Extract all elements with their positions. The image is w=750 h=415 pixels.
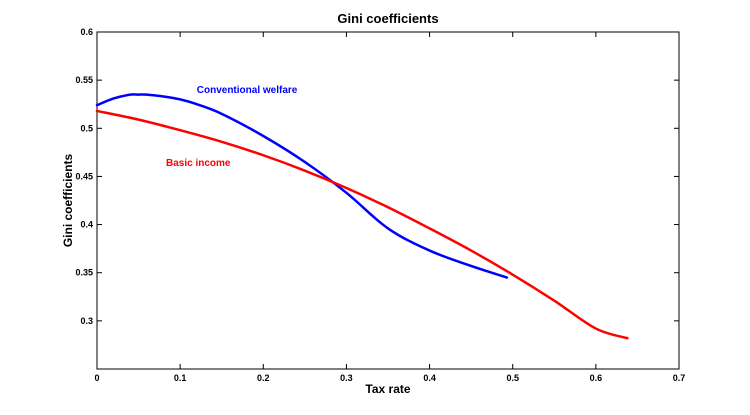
- x-tick-label: 0.5: [506, 373, 519, 383]
- x-tick-label: 0.2: [257, 373, 270, 383]
- series-label-conventional-welfare: Conventional welfare: [197, 85, 298, 96]
- y-tick-label: 0.35: [75, 268, 93, 278]
- x-axis-label: Tax rate: [365, 382, 410, 396]
- series-line-conventional-welfare: [95, 93, 509, 279]
- x-tick-label: 0: [94, 373, 99, 383]
- x-tick-label: 0.4: [423, 373, 436, 383]
- y-tick-label: 0.3: [80, 316, 93, 326]
- series-label-basic-income: Basic income: [166, 158, 231, 169]
- y-axis-label: Gini coefficients: [61, 154, 75, 248]
- series-lines: [95, 93, 629, 340]
- y-axis-ticks: 0.3 0.35 0.4 0.45 0.5 0.55 0.6: [75, 27, 679, 326]
- plot-area-frame: [96, 31, 680, 370]
- y-tick-label: 0.4: [80, 220, 93, 230]
- series-labels: Conventional welfare Basic income: [166, 85, 298, 169]
- y-tick-label: 0.5: [80, 123, 93, 133]
- y-tick-label: 0.45: [75, 171, 93, 181]
- chart-title: Gini coefficients: [337, 11, 438, 26]
- x-tick-label: 0.6: [590, 373, 603, 383]
- x-tick-label: 0.7: [673, 373, 686, 383]
- x-tick-label: 0.3: [340, 373, 353, 383]
- x-axis-ticks: 0 0.1 0.2 0.3 0.4 0.5 0.6 0.7: [94, 32, 685, 383]
- y-tick-label: 0.55: [75, 75, 93, 85]
- x-tick-label: 0.1: [174, 373, 187, 383]
- series-line-basic-income: [95, 109, 629, 340]
- y-tick-label: 0.6: [80, 27, 93, 37]
